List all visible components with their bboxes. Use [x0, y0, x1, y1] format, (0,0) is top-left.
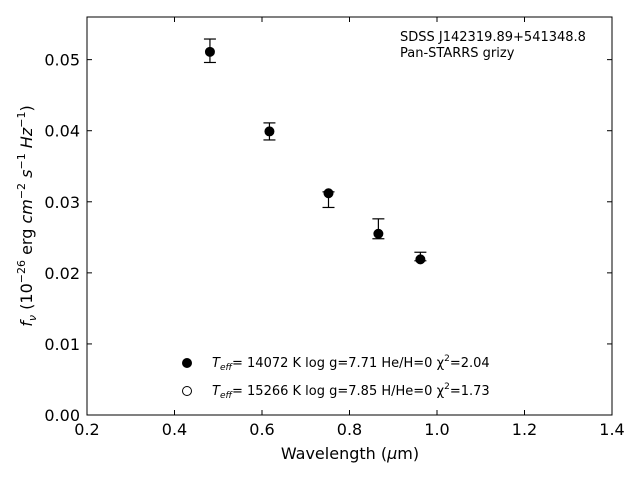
legend-marker-open — [182, 386, 192, 396]
x-tick-label: 0.6 — [249, 420, 274, 439]
data-point — [323, 188, 334, 199]
y-tick-label: 0.04 — [44, 122, 80, 141]
data-point — [373, 228, 384, 239]
data-point — [264, 126, 275, 137]
data-point — [415, 254, 426, 265]
y-tick-label: 0.02 — [44, 264, 80, 283]
x-tick-label: 0.2 — [74, 420, 99, 439]
x-tick-label: 0.8 — [337, 420, 362, 439]
data-point — [204, 46, 215, 57]
y-axis-label: fν (10−26 erg cm−2 s−1 Hz−1) — [15, 105, 39, 326]
legend-entry-1: Teff= 14072 K log g=7.71 He/H=0 χ2=2.04 — [212, 354, 490, 373]
x-axis-label: Wavelength (μm) — [281, 444, 419, 463]
x-tick-label: 1.2 — [512, 420, 537, 439]
x-tick-label: 0.4 — [162, 420, 187, 439]
data-points — [203, 38, 427, 265]
y-tick-label: 0.01 — [44, 335, 80, 354]
y-tick-label: 0.03 — [44, 193, 80, 212]
legend: Teff= 14072 K log g=7.71 He/H=0 χ2=2.04 … — [182, 354, 490, 401]
y-tick-label: 0.05 — [44, 51, 80, 70]
x-tick-label: 1.0 — [424, 420, 449, 439]
y-tick-label: 0.00 — [44, 406, 80, 425]
axis-ticks: 0.2 0.4 0.6 0.8 1.0 1.2 1.4 0.00 0.01 0.02 0.03 0.0… — [44, 17, 625, 439]
annotation-survey: Pan-STARRS grizy — [400, 46, 515, 61]
legend-entry-2: Teff= 15266 K log g=7.85 H/He=0 χ2=1.73 — [212, 382, 490, 401]
annotation-target: SDSS J142319.89+541348.8 — [400, 30, 586, 45]
legend-marker-filled — [182, 358, 192, 368]
x-tick-label: 1.4 — [599, 420, 624, 439]
